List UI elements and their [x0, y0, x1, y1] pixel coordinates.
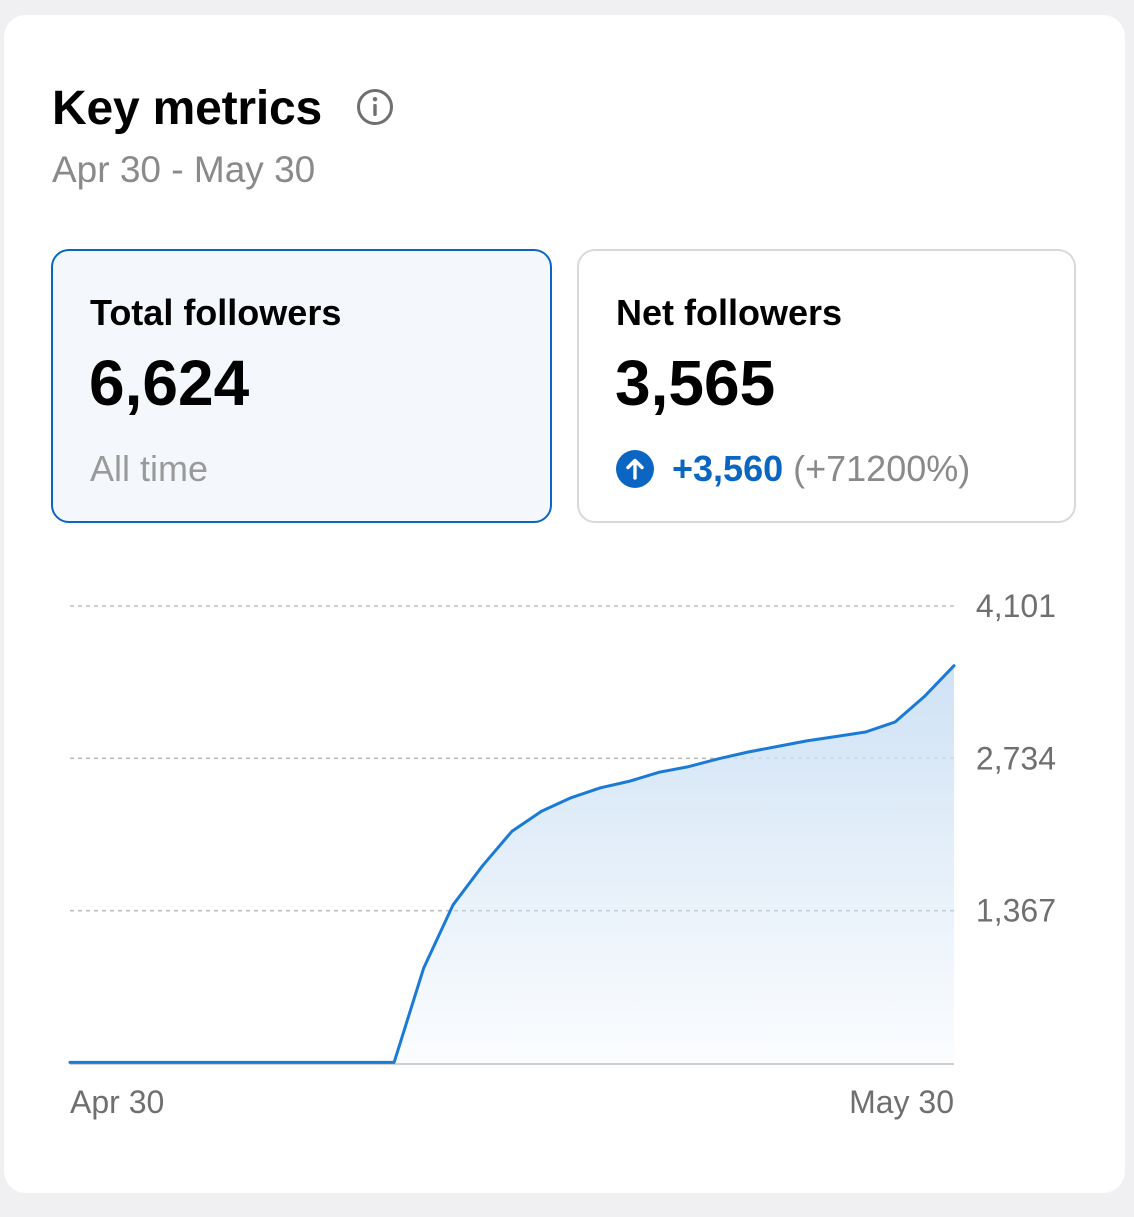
net-followers-label: Net followers: [616, 292, 843, 333]
y-tick-label: 4,101: [976, 588, 1056, 624]
net-followers-change: +3,560 (+71200%): [616, 447, 970, 491]
page-title: Key metrics: [52, 82, 322, 135]
net-followers-card[interactable]: Net followers 3,565 +3,560 (+71200%): [577, 249, 1076, 523]
net-followers-value: 3,565: [615, 347, 776, 419]
arrow-up-circle-icon: [616, 450, 654, 488]
net-change-percent: (+71200%): [793, 448, 971, 489]
chart-y-ticks: 1,367 2,734 4,101: [976, 588, 1056, 929]
total-followers-card[interactable]: Total followers 6,624 All time: [51, 249, 552, 523]
net-change-value: +3,560: [672, 448, 784, 489]
y-tick-label: 2,734: [976, 740, 1056, 776]
date-range: Apr 30 - May 30: [52, 149, 316, 190]
series-area: [70, 665, 954, 1063]
followers-area-chart: 1,367 2,734 4,101 Apr 30 May 30: [68, 588, 1056, 1120]
chart-area-layer: [70, 665, 954, 1063]
key-metrics-card: Key metrics Apr 30 - May 30 Total follow…: [4, 15, 1125, 1193]
x-tick-label-start: Apr 30: [70, 1084, 164, 1120]
chart-line-layer: [68, 664, 956, 1064]
total-followers-label: Total followers: [90, 292, 342, 333]
info-icon[interactable]: [356, 88, 394, 126]
series-line: [68, 664, 956, 1064]
chart-x-ticks: Apr 30 May 30: [70, 1084, 954, 1120]
x-tick-label-end: May 30: [849, 1084, 954, 1120]
total-followers-period: All time: [90, 448, 209, 489]
y-tick-label: 1,367: [976, 893, 1056, 929]
total-followers-value: 6,624: [89, 347, 250, 419]
